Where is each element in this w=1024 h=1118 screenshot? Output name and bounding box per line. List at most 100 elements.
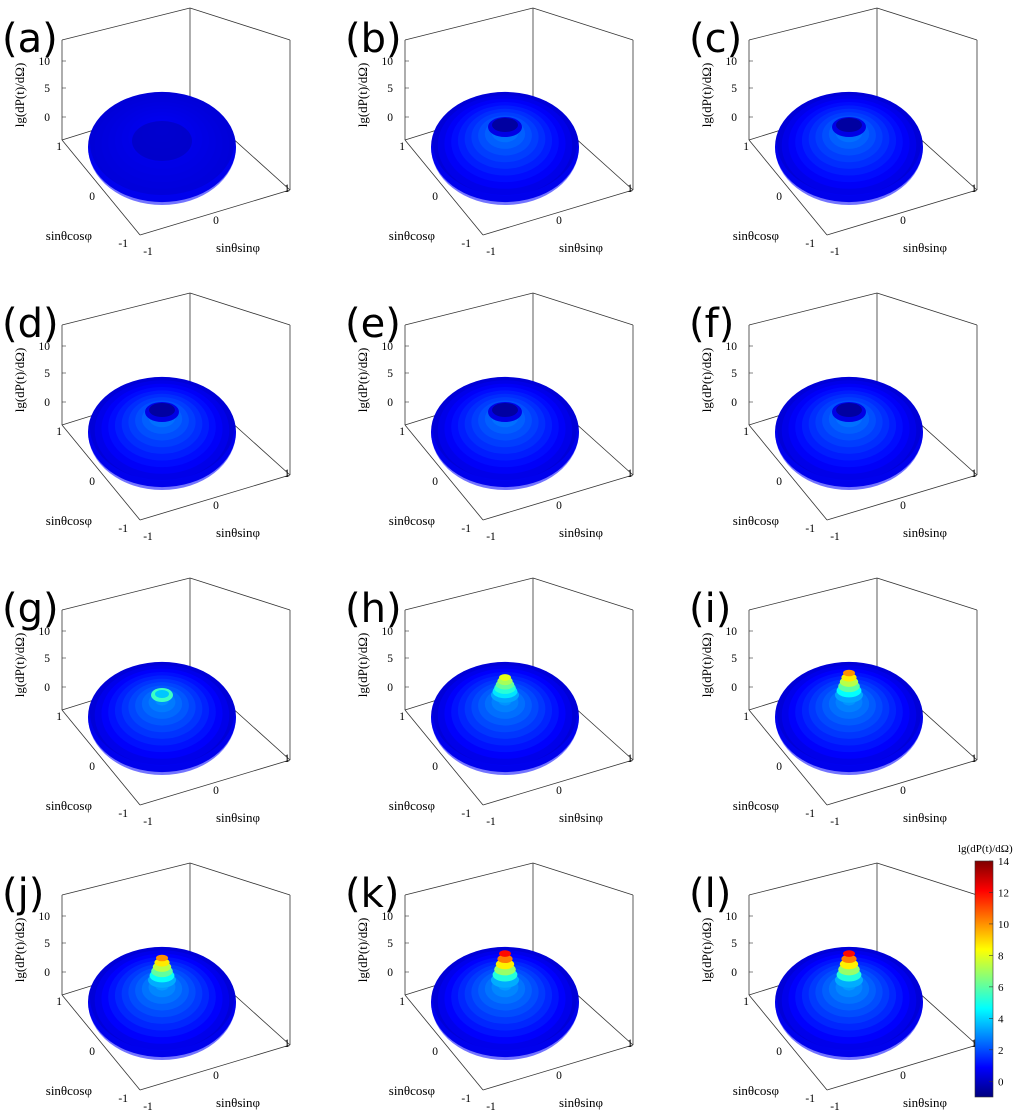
x-tick-label: -1 [805,523,815,535]
panel-label: (a) [2,16,58,62]
colorbar-tick-label: 14 [998,856,1010,868]
z-tick-label: 10 [39,626,51,638]
y-tick-label: -1 [486,1101,496,1113]
z-tick-label: 5 [387,938,393,950]
surface-hole-inner [836,403,862,417]
surface [88,946,236,1060]
x-tick-label: 0 [432,476,438,488]
surface [775,661,923,775]
colorbar-gradient [974,860,994,1098]
y-tick-label: 1 [284,753,290,765]
x-tick-label: 1 [56,711,62,723]
panel-label: (d) [2,301,59,347]
panel-d: (d)1050lg(dP(t)/dΩ)10-1sinθcosφ-101sinθs… [2,292,291,543]
y-tick-label: 0 [556,500,562,512]
z-axis-label: lg(dP(t)/dΩ) [699,633,714,698]
surface [431,946,579,1060]
y-axis-label: sinθsinφ [216,1095,260,1110]
z-axis-label: lg(dP(t)/dΩ) [699,918,714,983]
colorbar-tick-label: 6 [998,982,1004,994]
z-tick-label: 0 [44,397,50,409]
x-tick-label: -1 [805,238,815,250]
surface [88,661,236,775]
peak-ring [497,954,513,964]
axes-box [748,577,978,806]
surface-rim [431,143,579,205]
panels: (a)1050lg(dP(t)/dΩ)10-1sinθcosφ-101sinθs… [2,7,978,1113]
z-tick-label: 0 [44,967,50,979]
z-axis-label: lg(dP(t)/dΩ) [699,348,714,413]
panel-label: (i) [689,586,731,632]
y-tick-label: 0 [556,1070,562,1082]
z-tick-label: 0 [387,397,393,409]
z-tick-label: 5 [731,368,737,380]
z-tick-label: 5 [44,938,50,950]
x-tick-label: 1 [743,996,749,1008]
y-tick-label: -1 [830,246,840,258]
x-tick-label: 0 [89,1046,95,1058]
x-axis-label: sinθcosφ [46,513,92,528]
x-tick-label: -1 [805,1093,815,1105]
colorbar-tick-label: 2 [998,1045,1004,1057]
colorbar: lg(dP(t)/dΩ) 14 12 10 8 6 4 2 0 [958,843,1013,1098]
colorbar-tick-label: 4 [998,1013,1004,1025]
z-tick-label: 5 [731,83,737,95]
z-tick-label: 5 [387,653,393,665]
y-tick-label: 1 [971,183,977,195]
x-tick-label: 0 [776,191,782,203]
x-axis-label: sinθcosφ [389,228,435,243]
panel-label: (j) [2,871,44,917]
z-axis-label: lg(dP(t)/dΩ) [699,63,714,128]
z-tick-label: 5 [44,83,50,95]
colorbar-ticks: 14 12 10 8 6 4 2 0 [989,856,1010,1088]
surface-hole-inner [155,690,169,698]
surface [88,376,236,490]
surface-rim [431,998,579,1060]
y-tick-label: 1 [627,468,633,480]
surface-center [132,121,192,161]
x-tick-label: -1 [118,238,128,250]
z-tick-label: 10 [382,626,394,638]
y-axis-label: sinθsinφ [216,810,260,825]
z-tick-label: 0 [731,397,737,409]
z-tick-label: 10 [726,56,738,68]
surface-peak [491,674,519,703]
x-axis-label: sinθcosφ [46,798,92,813]
z-axis-label: lg(dP(t)/dΩ) [355,633,370,698]
y-tick-label: 1 [971,468,977,480]
z-tick-label: 10 [726,911,738,923]
x-tick-label: 0 [89,191,95,203]
x-tick-label: -1 [118,1093,128,1105]
x-axis-label: sinθcosφ [733,798,779,813]
surface-hole-inner [836,118,862,132]
surface-peak [835,950,863,988]
x-tick-label: 1 [399,996,405,1008]
z-axis-label: lg(dP(t)/dΩ) [355,918,370,983]
panel-k: (k)1050lg(dP(t)/dΩ)10-1sinθcosφ-101sinθs… [345,862,634,1113]
x-axis-label: sinθcosφ [733,1083,779,1098]
z-tick-label: 0 [44,682,50,694]
x-axis-label: sinθcosφ [389,798,435,813]
panel-b: (b)1050lg(dP(t)/dΩ)10-1sinθcosφ-101sinθs… [345,7,634,258]
x-tick-label: 0 [432,191,438,203]
z-tick-label: 10 [39,56,51,68]
surface-peak [491,950,519,988]
axes-box [61,577,291,806]
surface-rim [431,428,579,490]
y-tick-label: 0 [213,785,219,797]
colorbar-tick-label: 8 [998,950,1004,962]
panel-l: (l)1050lg(dP(t)/dΩ)10-1sinθcosφ-101sinθs… [689,862,978,1113]
z-tick-label: 0 [731,112,737,124]
peak-ring [843,950,855,957]
z-axis-label: lg(dP(t)/dΩ) [355,348,370,413]
y-axis-label: sinθsinφ [559,1095,603,1110]
x-tick-label: 1 [399,426,405,438]
y-tick-label: 0 [900,500,906,512]
x-axis-label: sinθcosφ [389,513,435,528]
peak-ring [156,954,168,962]
y-tick-label: -1 [830,531,840,543]
x-tick-label: 1 [743,141,749,153]
x-tick-label: 1 [743,426,749,438]
y-axis-label: sinθsinφ [903,525,947,540]
y-axis-label: sinθsinφ [559,810,603,825]
